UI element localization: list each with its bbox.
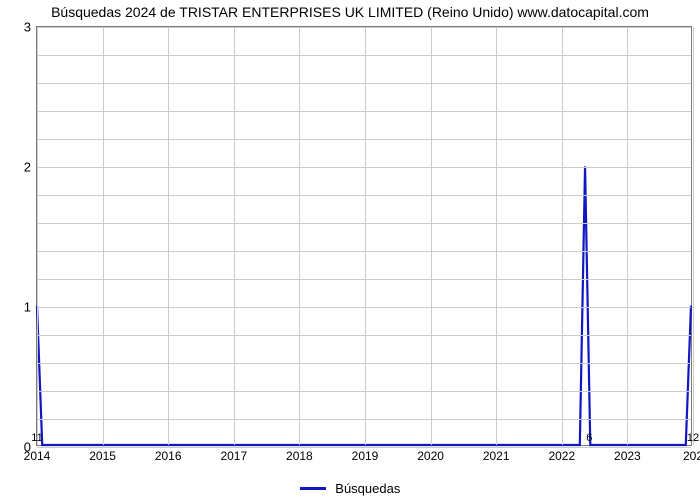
- gridline-v: [627, 27, 628, 445]
- in-plot-label: 12: [687, 432, 699, 444]
- gridline-h: [37, 391, 691, 392]
- x-tick-label: 2020: [417, 449, 444, 463]
- gridline-h: [37, 363, 691, 364]
- gridline-v: [234, 27, 235, 445]
- gridline-v: [431, 27, 432, 445]
- gridline-v: [168, 27, 169, 445]
- gridline-v: [562, 27, 563, 445]
- gridline-v: [37, 27, 38, 445]
- x-tick-label: 2016: [155, 449, 182, 463]
- chart-container: Búsquedas 2024 de TRISTAR ENTERPRISES UK…: [0, 0, 700, 500]
- chart-title: Búsquedas 2024 de TRISTAR ENTERPRISES UK…: [0, 4, 700, 20]
- legend-swatch: [300, 487, 326, 490]
- y-tick-label: 1: [24, 300, 31, 315]
- x-tick-label: 2014: [24, 449, 51, 463]
- gridline-h: [37, 419, 691, 420]
- gridline-h: [37, 279, 691, 280]
- y-tick-label: 2: [24, 160, 31, 175]
- gridline-v: [103, 27, 104, 445]
- gridline-h: [37, 83, 691, 84]
- gridline-h: [37, 111, 691, 112]
- gridline-v: [496, 27, 497, 445]
- gridline-h: [37, 139, 691, 140]
- x-tick-label: 202: [683, 449, 700, 463]
- gridline-h: [37, 27, 691, 28]
- gridline-h: [37, 447, 691, 448]
- gridline-v: [299, 27, 300, 445]
- gridline-h: [37, 251, 691, 252]
- x-tick-label: 2017: [220, 449, 247, 463]
- y-tick-label: 3: [24, 20, 31, 35]
- gridline-h: [37, 195, 691, 196]
- legend-label: Búsquedas: [335, 481, 400, 496]
- in-plot-label: 6: [586, 432, 592, 444]
- x-tick-label: 2022: [548, 449, 575, 463]
- gridline-h: [37, 307, 691, 308]
- line-layer: [37, 27, 691, 445]
- x-tick-label: 2023: [614, 449, 641, 463]
- x-tick-label: 2019: [352, 449, 379, 463]
- in-plot-label: 11: [31, 432, 42, 444]
- series-line: [37, 166, 691, 445]
- x-tick-label: 2021: [483, 449, 510, 463]
- x-tick-label: 2015: [89, 449, 116, 463]
- gridline-h: [37, 223, 691, 224]
- gridline-h: [37, 55, 691, 56]
- gridline-v: [365, 27, 366, 445]
- plot-area: 0123201420152016201720182019202020212022…: [36, 26, 692, 446]
- gridline-h: [37, 335, 691, 336]
- gridline-h: [37, 167, 691, 168]
- legend: Búsquedas: [0, 480, 700, 496]
- x-tick-label: 2018: [286, 449, 313, 463]
- gridline-v: [693, 27, 694, 445]
